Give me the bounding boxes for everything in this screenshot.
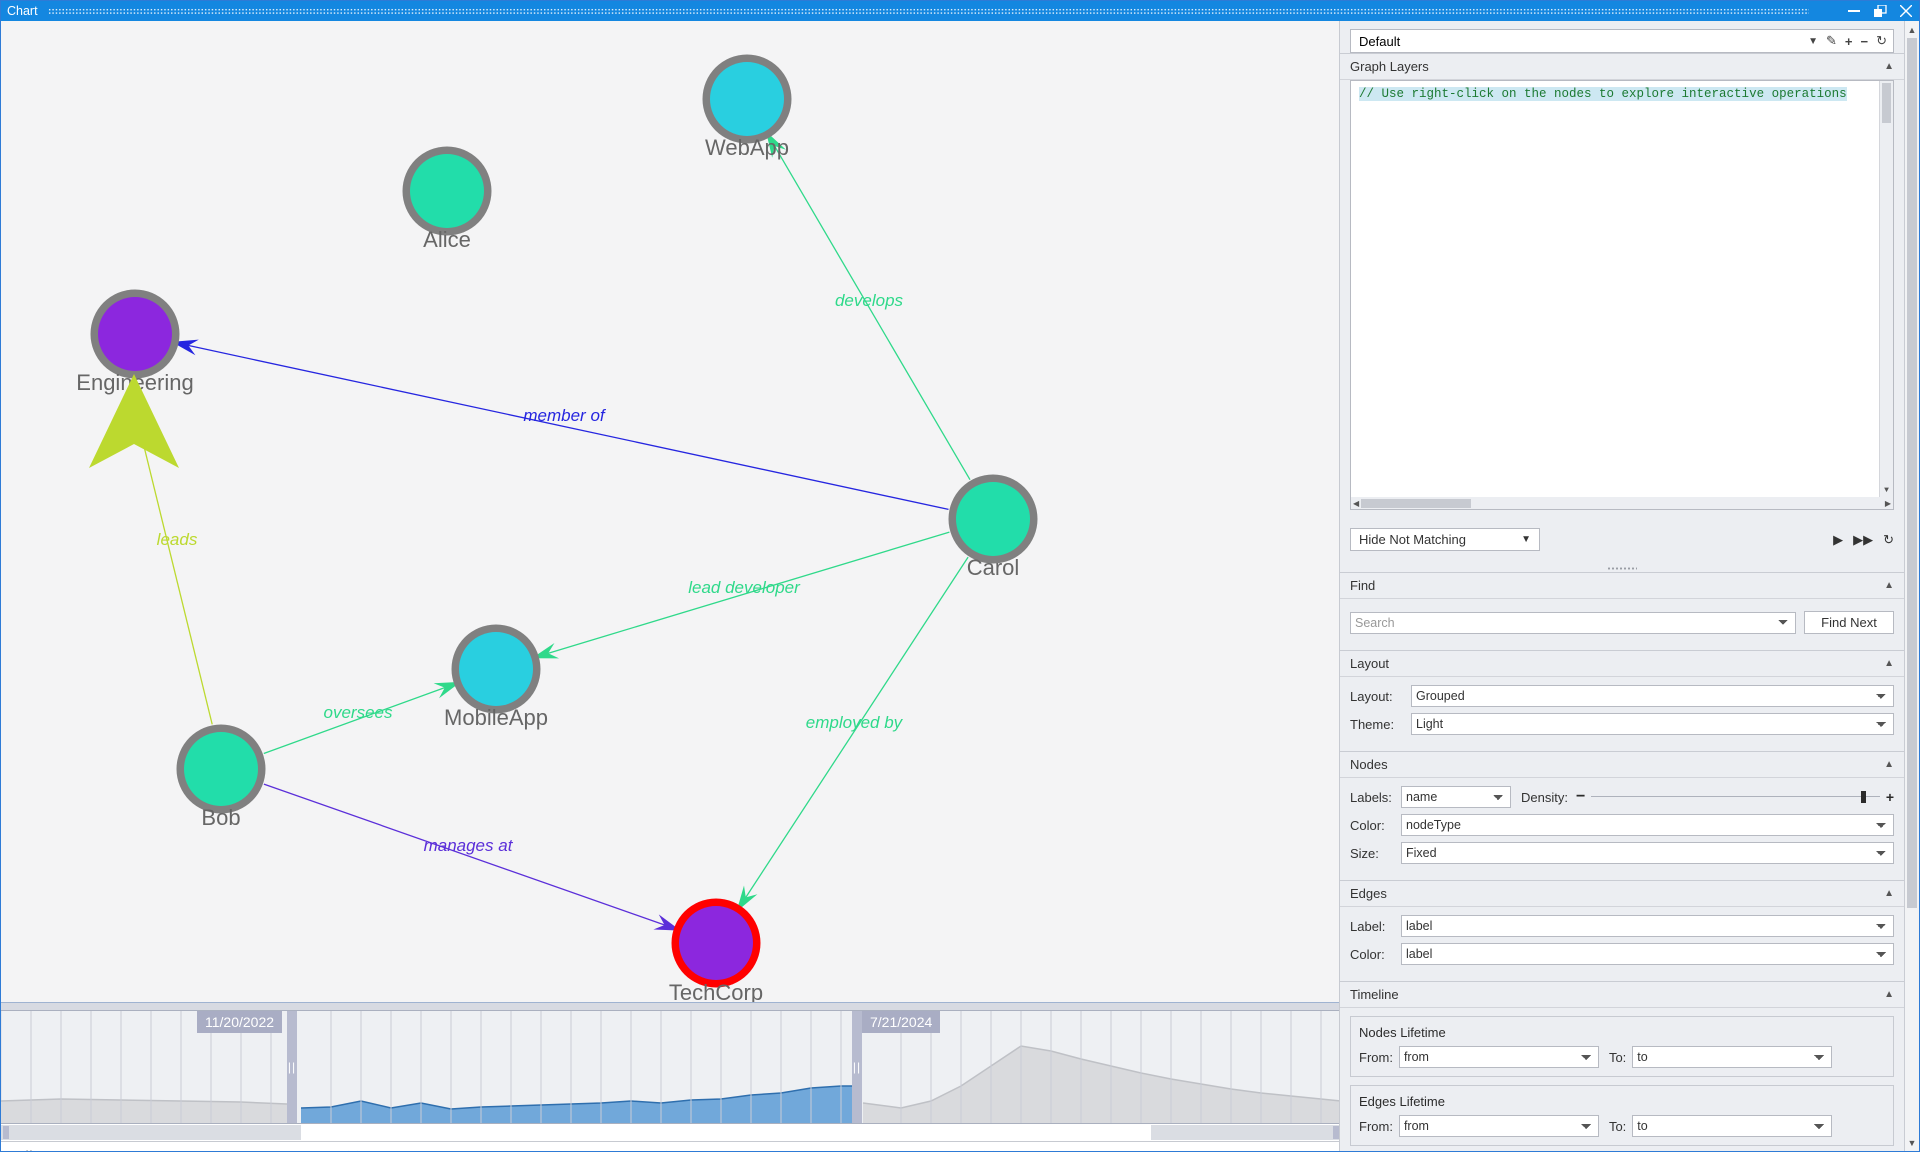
svg-text:MobileApp: MobileApp [444,705,548,730]
svg-text:lead developer: lead developer [688,578,801,597]
svg-text:TechCorp: TechCorp [669,980,763,1002]
svg-text:Bob: Bob [201,805,240,830]
svg-text:oversees: oversees [324,703,393,722]
svg-text:manages at: manages at [424,836,514,855]
svg-text:Carol: Carol [967,555,1020,580]
svg-text:member of: member of [523,406,607,425]
svg-text:WebApp: WebApp [705,135,789,160]
svg-text:develops: develops [835,291,904,310]
svg-text:leads: leads [157,530,198,549]
svg-text:employed by: employed by [806,713,904,732]
svg-text:Alice: Alice [423,227,471,252]
